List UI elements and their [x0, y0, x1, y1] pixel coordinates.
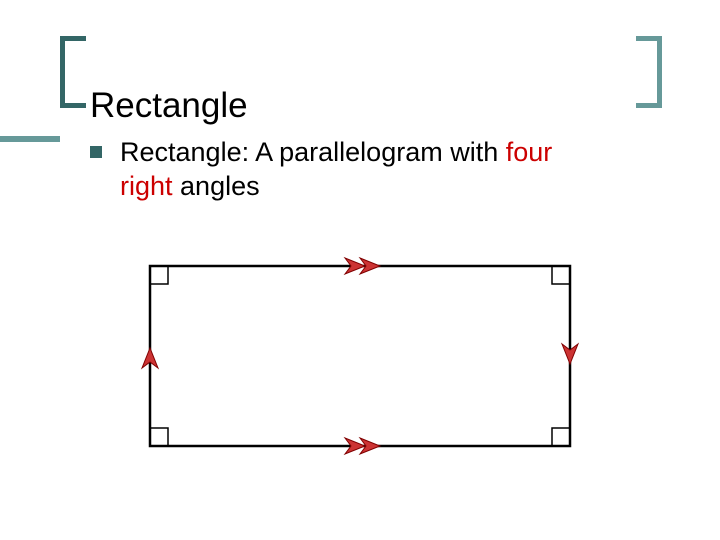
slide-title: Rectangle [90, 86, 248, 126]
bullet-item: Rectangle: A parallelogram with four rig… [90, 136, 670, 204]
title-underline [0, 136, 60, 142]
rectangle-diagram [140, 256, 580, 476]
text-emph-four: four [506, 137, 553, 167]
right-bracket-decoration [636, 36, 662, 108]
left-bracket-decoration [60, 36, 86, 108]
body-area: Rectangle: A parallelogram with four rig… [90, 136, 670, 204]
body-text: Rectangle: A parallelogram with four rig… [120, 136, 552, 204]
slide: { "title": "Rectangle", "bullet": { "lea… [0, 0, 720, 540]
title-area: Rectangle [0, 36, 720, 108]
text-lead: Rectangle: [120, 137, 249, 167]
text-angles: angles [173, 171, 260, 201]
square-bullet-icon [90, 146, 102, 158]
text-mid: A parallelogram with [249, 137, 506, 167]
text-emph-right: right [120, 171, 173, 201]
